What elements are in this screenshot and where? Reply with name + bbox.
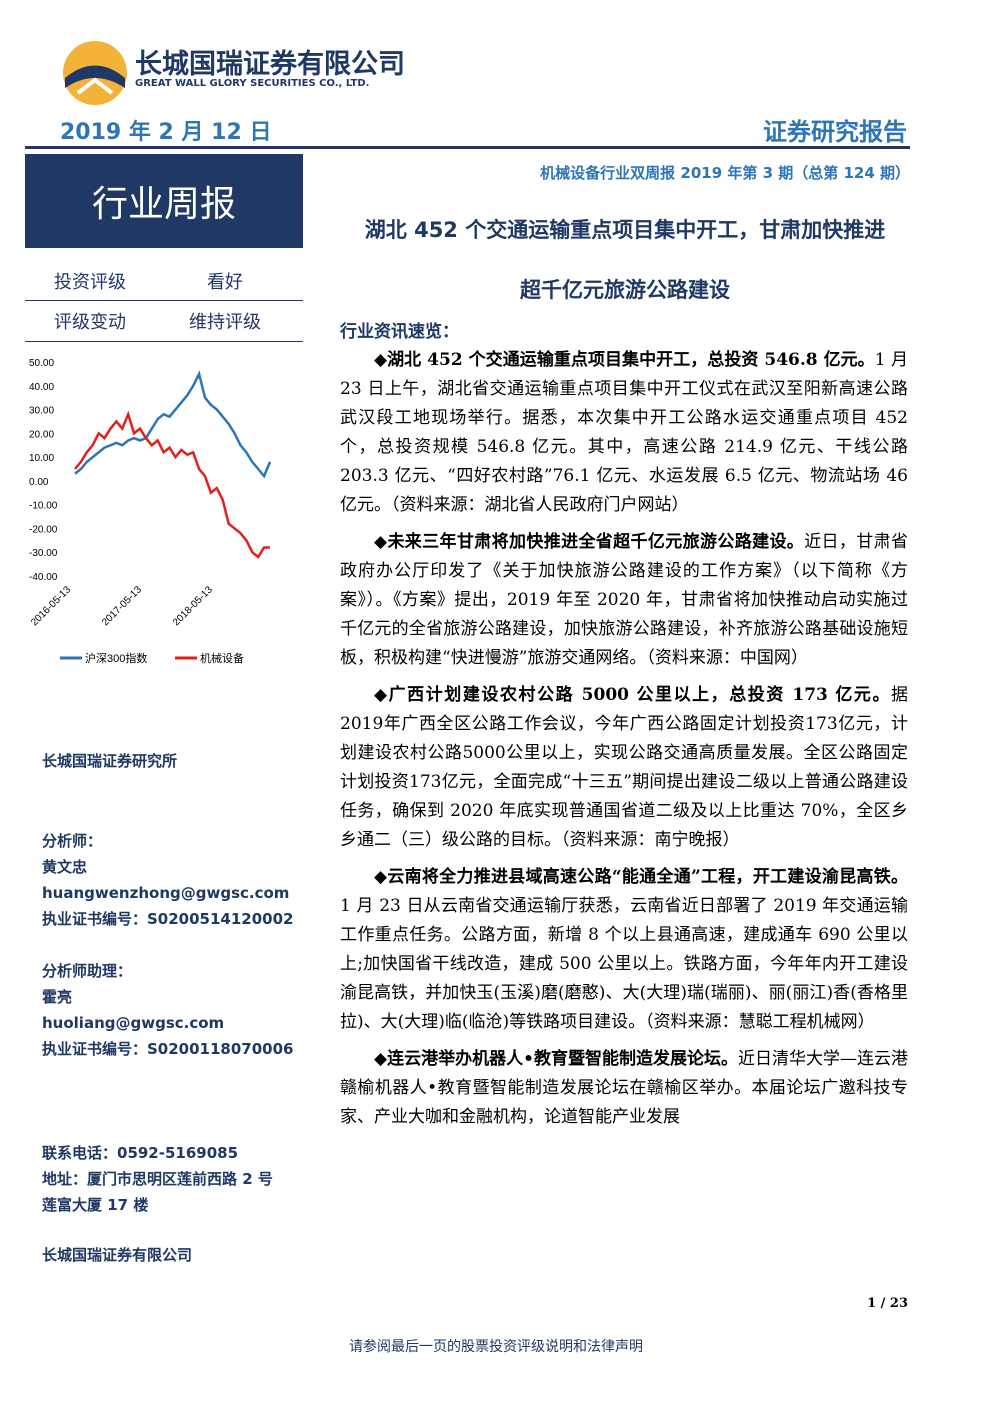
news-lead: ◆未来三年甘肃将加快推进全省超千亿元旅游公路建设。	[374, 532, 805, 552]
address: 莲富大厦 17 楼	[42, 1196, 149, 1214]
y-tick-label: 30.00	[29, 406, 54, 417]
news-item: ◆云南将全力推进县域高速公路“能通全通”工程，开工建设渝昆高铁。 1 月 23 日…	[340, 863, 908, 1037]
section-title: 行业资讯速览：	[340, 322, 459, 342]
y-tick-label: 10.00	[29, 453, 54, 464]
report-label: 行业周报	[25, 154, 303, 248]
page-number: 1 / 23	[867, 1296, 908, 1311]
y-tick-label: 50.00	[29, 358, 54, 369]
assistant-label: 分析师助理：	[42, 962, 133, 980]
news-body: 1 月 23 日从云南省交通运输厅获悉，云南省近日部署了 2019 年交通运输工…	[340, 896, 908, 1032]
phone: 联系电话：0592-5169085	[42, 1144, 239, 1162]
series-line	[74, 410, 270, 559]
news-lead: ◆云南将全力推进县域高速公路“能通全通”工程，开工建设渝昆高铁。	[374, 867, 908, 887]
y-tick-label: 0.00	[29, 477, 49, 488]
company-cn: 长城国瑞证券有限公司	[135, 49, 405, 80]
title-line: 超千亿元旅游公路建设	[520, 278, 730, 302]
x-tick-label: 2018-05-13	[171, 584, 215, 628]
news-lead: ◆广西计划建设农村公路 5000 公里以上，总投资 173 亿元。	[374, 685, 891, 705]
company-footer: 长城国瑞证券有限公司	[42, 1246, 193, 1264]
y-tick-label: -40.00	[29, 572, 58, 583]
rating-table: 投资评级 看好 评级变动 维持评级	[25, 262, 303, 342]
assistant-cert: 执业证书编号：S0200118070006	[42, 1040, 294, 1058]
analyst: 分析师： 黄文忠 huangwenzhong@gwgsc.com 执业证书编号：…	[42, 828, 294, 932]
series-title: 机械设备行业双周报 2019 年第 3 期（总第 124 期）	[540, 164, 910, 182]
report-type: 证券研究报告	[763, 118, 907, 146]
news-item: ◆未来三年甘肃将加快推进全省超千亿元旅游公路建设。近日，甘肃省政府办公厅印发了《…	[340, 528, 908, 673]
news-item: ◆连云港举办机器人•教育暨智能制造发展论坛。近日清华大学—连云港赣榆机器人•教育…	[340, 1045, 908, 1132]
rating-value: 维持评级	[189, 312, 261, 333]
contact: 联系电话：0592-5169085 地址：厦门市思明区莲前西路 2 号 莲富大厦…	[42, 1140, 273, 1218]
news-body: 近日清华大学—连云港赣榆机器人•教育暨智能制造发展论坛在赣榆区举办。本届论坛广邀…	[340, 1049, 908, 1127]
rating-key: 投资评级	[54, 272, 126, 293]
rating-value: 看好	[207, 272, 243, 293]
news-body: 1 月 23 日上午，湖北省交通运输重点项目集中开工仪式在武汉至阳新高速公路武汉…	[340, 350, 908, 515]
logo	[63, 41, 127, 105]
assistant: 分析师助理： 霍亮 huoliang@gwgsc.com 执业证书编号：S020…	[42, 958, 294, 1062]
x-tick-label: 2016-05-13	[29, 584, 73, 628]
y-tick-label: 40.00	[29, 382, 54, 393]
rating-key: 评级变动	[54, 312, 126, 333]
y-tick-label: -10.00	[29, 501, 58, 512]
company-en: GREAT WALL GLORY SECURITIES CO., LTD.	[135, 78, 370, 89]
series-line	[74, 370, 272, 479]
analyst-cert: 执业证书编号：S0200514120002	[42, 910, 294, 928]
news-body: 近日，甘肃省政府办公厅印发了《关于加快旅游公路建设的工作方案》（以下简称《方案》…	[340, 532, 908, 668]
assistant-email: huoliang@gwgsc.com	[42, 1014, 225, 1032]
legend-label: 机械设备	[200, 651, 244, 665]
news-item: ◆湖北 452 个交通运输重点项目集中开工，总投资 546.8 亿元。1 月 2…	[340, 346, 908, 520]
y-tick-label: -30.00	[29, 548, 58, 559]
news-body: 据2019年广西全区公路工作会议，今年广西公路固定计划投资173亿元，计划建设农…	[340, 685, 908, 850]
rule	[25, 146, 910, 149]
news-lead: ◆连云港举办机器人•教育暨智能制造发展论坛。	[374, 1049, 738, 1069]
analyst-name: 黄文忠	[42, 858, 88, 876]
x-tick-label: 2017-05-13	[100, 584, 144, 628]
y-tick-label: 20.00	[29, 429, 54, 440]
address: 地址：厦门市思明区莲前西路 2 号	[42, 1170, 273, 1188]
disclaimer: 请参阅最后一页的股票投资评级说明和法律声明	[349, 1339, 643, 1355]
article-title: 湖北 452 个交通运输重点项目集中开工，甘肃加快推进 超千亿元旅游公路建设	[330, 200, 920, 320]
date: 2019 年 2 月 12 日	[60, 120, 272, 145]
assistant-name: 霍亮	[42, 988, 73, 1006]
chart: 50.00 40.00 30.00 20.00 10.00 0.00 -10.00 -20.0…	[29, 358, 272, 665]
news-item: ◆广西计划建设农村公路 5000 公里以上，总投资 173 亿元。据2019年广…	[340, 681, 908, 855]
y-tick-label: -20.00	[29, 524, 58, 535]
analyst-email: huangwenzhong@gwgsc.com	[42, 884, 290, 902]
article-body: ◆湖北 452 个交通运输重点项目集中开工，总投资 546.8 亿元。1 月 2…	[340, 346, 908, 1292]
news-lead: ◆湖北 452 个交通运输重点项目集中开工，总投资 546.8 亿元。	[374, 350, 875, 370]
institute: 长城国瑞证券研究所	[42, 752, 178, 770]
analyst-label: 分析师：	[42, 832, 103, 850]
title-line: 湖北 452 个交通运输重点项目集中开工，甘肃加快推进	[364, 218, 886, 242]
legend-label: 沪深300指数	[85, 651, 147, 665]
